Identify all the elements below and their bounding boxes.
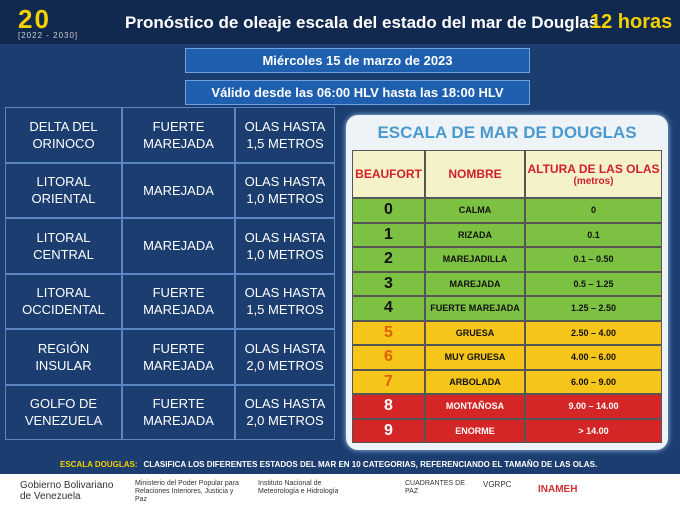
wave-range: 0.1 xyxy=(525,222,662,247)
zone: LITORAL ORIENTAL xyxy=(5,162,122,218)
sea-state: FUERTE MAREJADA xyxy=(122,384,235,440)
note-text: CLASIFICA LOS DIFERENTES ESTADOS DEL MAR… xyxy=(143,460,598,469)
footer-logo: VGRPC xyxy=(483,480,512,489)
column-title: NOMBRE xyxy=(448,167,502,181)
sea-name: ENORME xyxy=(425,418,525,443)
sea-name: MUY GRUESA xyxy=(425,345,525,370)
sea-name: FUERTE MAREJADA xyxy=(425,296,525,321)
wave-range: 9.00 – 14.00 xyxy=(525,394,662,419)
beaufort: 7 xyxy=(352,369,425,394)
beaufort: 9 xyxy=(352,418,425,443)
wave-range: 0 xyxy=(525,198,662,223)
column-unit: (metros) xyxy=(573,175,614,187)
wave-range: 2.50 – 4.00 xyxy=(525,320,662,345)
title-highlight: 12 horas xyxy=(590,11,673,33)
beaufort: 4 xyxy=(352,296,425,321)
sea-name: GRUESA xyxy=(425,320,525,345)
wave-height: OLAS HASTA 1,0 METROS xyxy=(235,218,335,274)
beaufort: 1 xyxy=(352,222,425,247)
title: Pronóstico de oleaje escala del estado d… xyxy=(125,13,599,32)
column-header: BEAUFORT xyxy=(352,150,425,198)
footer-logos: Gobierno Bolivariano de Venezuela Ministe… xyxy=(0,474,680,510)
beaufort: 0 xyxy=(352,198,425,223)
wave-range: 0.5 – 1.25 xyxy=(525,271,662,296)
beaufort: 6 xyxy=(352,345,425,370)
column-title: BEAUFORT xyxy=(355,167,422,181)
zone: GOLFO DE VENEZUELA xyxy=(5,384,122,440)
column-title: ALTURA DE LAS OLAS xyxy=(527,161,660,176)
footer-logo: Instituto Nacional de Meteorología e Hid… xyxy=(258,480,339,495)
beaufort: 8 xyxy=(352,394,425,419)
wave-range: 6.00 – 9.00 xyxy=(525,369,662,394)
note-label: ESCALA DOUGLAS: xyxy=(60,460,138,469)
wave-range: 1.25 – 2.50 xyxy=(525,296,662,321)
scale-title: ESCALA DE MAR DE DOUGLAS xyxy=(377,123,637,142)
header: 20 [2022 - 2030] Pronóstico de oleaje esc… xyxy=(0,0,680,44)
note: ESCALA DOUGLAS: CLASIFICA LOS DIFERENTES … xyxy=(60,460,597,469)
forecast-table: DELTA DEL ORINOCO FUERTE MAREJADA OLAS HAS… xyxy=(5,107,335,440)
sea-state: MAREJADA xyxy=(122,162,235,218)
logo-years: [2022 - 2030] xyxy=(18,31,79,40)
column-header: NOMBRE xyxy=(425,150,525,198)
footer-logo: INAMEH xyxy=(538,484,578,495)
wave-range: > 14.00 xyxy=(525,418,662,443)
zone: REGIÓN INSULAR xyxy=(5,329,122,385)
beaufort: 3 xyxy=(352,271,425,296)
footer-logo: Ministerio del Poder Popular para Relaci… xyxy=(135,480,239,503)
footer-logo: Gobierno Bolivariano de Venezuela xyxy=(20,480,114,502)
sea-name: MAREJADILLA xyxy=(425,247,525,272)
logo: 20 [2022 - 2030] xyxy=(18,4,108,42)
sea-state: FUERTE MAREJADA xyxy=(122,107,235,163)
sea-state: FUERTE MAREJADA xyxy=(122,329,235,385)
sea-name: RIZADA xyxy=(425,222,525,247)
sea-name: CALMA xyxy=(425,198,525,223)
wave-height: OLAS HASTA 1,5 METROS xyxy=(235,273,335,329)
wave-height: OLAS HASTA 1,5 METROS xyxy=(235,107,335,163)
zone: LITORAL CENTRAL xyxy=(5,218,122,274)
beaufort: 5 xyxy=(352,320,425,345)
wave-range: 4.00 – 6.00 xyxy=(525,345,662,370)
sea-name: ARBOLADA xyxy=(425,369,525,394)
footer-logo: CUADRANTES DE PAZ xyxy=(405,480,465,495)
date-banner: Miércoles 15 de marzo de 2023 xyxy=(185,48,530,73)
sea-name: MONTAÑOSA xyxy=(425,394,525,419)
zone: LITORAL OCCIDENTAL xyxy=(5,273,122,329)
validity-banner: Válido desde las 06:00 HLV hasta las 18:… xyxy=(185,80,530,105)
wave-range: 0.1 – 0.50 xyxy=(525,247,662,272)
scale-panel: ESCALA DE MAR DE DOUGLAS BEAUFORT NOMBRE A… xyxy=(346,115,668,450)
beaufort: 2 xyxy=(352,247,425,272)
scale-table: BEAUFORT NOMBRE ALTURA DE LAS OLAS (metros)… xyxy=(352,150,662,443)
sea-name: MAREJADA xyxy=(425,271,525,296)
wave-height: OLAS HASTA 2,0 METROS xyxy=(235,384,335,440)
logo-mark: 20 xyxy=(18,4,51,34)
sea-state: FUERTE MAREJADA xyxy=(122,273,235,329)
sea-state: MAREJADA xyxy=(122,218,235,274)
wave-height: OLAS HASTA 2,0 METROS xyxy=(235,329,335,385)
wave-height: OLAS HASTA 1,0 METROS xyxy=(235,162,335,218)
zone: DELTA DEL ORINOCO xyxy=(5,107,122,163)
column-header: ALTURA DE LAS OLAS (metros) xyxy=(525,150,662,198)
